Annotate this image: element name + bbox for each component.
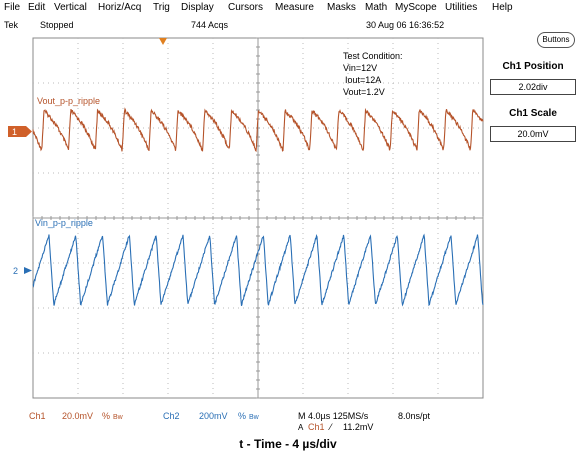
scope-display: Test Condition: Vin=12V Iout=12A Vout=1.… — [8, 37, 484, 432]
menu-vertical[interactable]: Vertical — [54, 2, 87, 13]
ch2-coupling-icon: % — [238, 411, 246, 421]
ch1-readout-scale[interactable]: 20.0mV — [62, 411, 93, 421]
graticule-grid — [32, 37, 484, 399]
ch1-bandwidth-label: Bw — [113, 414, 124, 421]
menu-myscope[interactable]: MyScope — [395, 2, 437, 13]
ch1-scale-label: Ch1 Scale — [509, 108, 557, 119]
test-condition-title: Test Condition: — [343, 51, 403, 61]
figure-caption: t - Time - 4 µs/div — [239, 437, 337, 451]
test-condition-vin: Vin=12V — [343, 63, 377, 73]
ch1-position-value[interactable]: 2.02div — [490, 79, 576, 95]
ch2-readout-scale[interactable]: 200mV — [199, 411, 228, 421]
trigger-level[interactable]: 11.2mV — [343, 422, 373, 432]
ch1-scale-value[interactable]: 20.0mV — [490, 126, 576, 142]
menu-cursors[interactable]: Cursors — [228, 2, 264, 13]
test-condition-vout: Vout=1.2V — [343, 87, 385, 97]
test-condition-iout: Iout=12A — [345, 75, 381, 85]
menu-utilities[interactable]: Utilities — [445, 2, 478, 13]
ch2-waveform — [32, 233, 484, 307]
menu-display[interactable]: Display — [181, 2, 214, 13]
menu-measure[interactable]: Measure — [275, 2, 314, 13]
menu-trig[interactable]: Trig — [153, 2, 170, 13]
ch1-position-label: Ch1 Position — [502, 61, 564, 72]
ch2-ground-marker[interactable]: 2 — [13, 266, 32, 276]
menu-math[interactable]: Math — [365, 2, 388, 13]
brand-label: Tek — [4, 20, 19, 30]
timebase-readout[interactable]: M 4.0µs 125MS/s — [298, 411, 369, 421]
ch1-trace-label: Vout_p-p_ripple — [37, 96, 100, 106]
menu-bar: File Edit Vertical Horiz/Acq Trig Displa… — [0, 0, 576, 17]
ch2-readout-label[interactable]: Ch2 — [163, 411, 180, 421]
ch1-ground-marker[interactable]: 1 — [8, 126, 32, 137]
ch1-coupling-icon: % — [102, 411, 110, 421]
ch1-readout-label[interactable]: Ch1 — [29, 411, 46, 421]
menu-edit[interactable]: Edit — [28, 2, 46, 13]
datetime-label: 30 Aug 06 16:36:52 — [366, 20, 445, 30]
status-bar: Tek Stopped 744 Acqs 30 Aug 06 16:36:52 — [0, 17, 576, 33]
trigger-icon: A — [298, 423, 304, 432]
bottom-readout-bar: Ch1 20.0mV % Bw Ch2 200mV % Bw M 4.0µs 1… — [29, 411, 431, 432]
acquisition-state: Stopped — [40, 20, 74, 30]
ch1-marker-label: 1 — [12, 127, 17, 137]
ch2-bandwidth-label: Bw — [249, 414, 260, 421]
menu-horiz-acq[interactable]: Horiz/Acq — [98, 2, 142, 13]
menu-masks[interactable]: Masks — [327, 2, 356, 13]
acquisition-count: 744 Acqs — [191, 20, 229, 30]
trigger-source[interactable]: Ch1 — [308, 422, 325, 432]
menu-help[interactable]: Help — [492, 2, 513, 13]
ch1-waveform — [32, 107, 484, 153]
ch2-trace-label: Vin_p-p_ripple — [35, 218, 93, 228]
buttons-button[interactable]: Buttons — [537, 32, 575, 48]
record-resolution: 8.0ns/pt — [398, 411, 431, 421]
menu-file[interactable]: File — [4, 2, 21, 13]
ch2-marker-label: 2 — [13, 266, 18, 276]
trigger-slope-icon: ⁄ — [328, 422, 333, 432]
trigger-position-marker — [159, 38, 167, 45]
